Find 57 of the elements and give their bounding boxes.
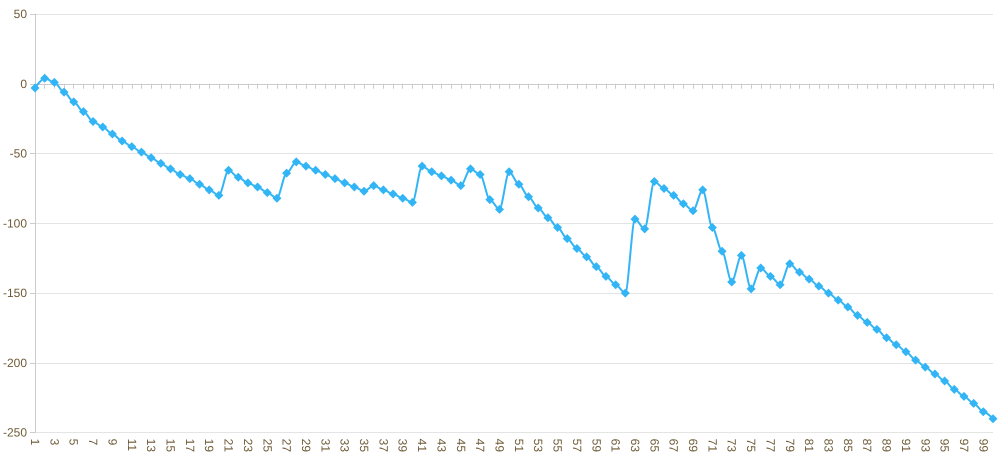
x-tick-label: 53 [531,438,546,452]
x-tick-label: 91 [898,438,913,452]
y-tick-label: 50 [14,7,28,21]
x-tick-label: 69 [686,438,700,452]
x-tick-label: 85 [840,438,855,452]
x-tick-label: 99 [976,438,990,452]
x-tick-label: 73 [724,438,739,452]
x-tick-label: 65 [647,438,662,452]
x-tick-label: 63 [628,438,642,452]
x-tick-label: 47 [473,438,488,452]
x-tick-label: 45 [454,438,468,452]
x-tick-label: 51 [512,438,526,452]
x-tick-label: 89 [880,438,894,452]
x-tick-label: 97 [956,438,971,452]
x-tick-label: 13 [144,438,158,452]
x-tick-label: 9 [105,438,120,446]
x-tick-label: 55 [550,438,565,452]
y-tick-label: -250 [2,426,28,440]
x-tick-label: 7 [86,438,100,446]
x-tick-label: 5 [66,438,81,446]
x-tick-label: 37 [376,438,390,452]
x-tick-label: 75 [744,438,758,452]
x-tick-label: 27 [280,438,294,452]
x-tick-label: 59 [589,438,604,452]
x-tick-label: 35 [357,438,372,452]
x-tick-label: 41 [415,438,430,452]
x-tick-label: 79 [782,438,797,452]
x-tick-label: 71 [705,438,720,452]
x-tick-label: 23 [240,438,255,452]
x-tick-label: 67 [666,438,681,452]
x-tick-label: 77 [763,438,778,452]
x-tick-label: 39 [396,438,410,452]
x-tick-label: 57 [570,438,584,452]
y-tick-label: -100 [2,216,28,230]
x-tick-label: 93 [918,438,932,452]
x-tick-label: 19 [202,438,216,452]
x-tick-label: 81 [802,438,816,452]
x-tick-label: 49 [492,438,506,452]
x-tick-label: 21 [222,438,236,452]
x-tick-label: 29 [298,438,313,452]
x-tick-label: 61 [608,438,623,452]
y-tick-label: -50 [10,146,28,161]
x-tick-label: 11 [124,438,139,452]
y-tick-label: -150 [2,286,28,300]
x-tick-label: 83 [822,438,836,452]
x-tick-label: 25 [260,438,274,452]
y-tick-label: 0 [20,76,28,91]
x-tick-label: 33 [338,438,352,452]
x-tick-label: 3 [47,438,62,446]
x-tick-label: 95 [938,438,952,452]
x-tick-label: 31 [318,438,332,452]
x-tick-label: 43 [434,438,448,452]
x-tick-label: 1 [28,438,42,446]
x-tick-label: 17 [182,438,197,452]
x-tick-label: 87 [860,438,874,452]
x-tick-label: 15 [163,438,178,452]
y-tick-label: -200 [2,356,28,370]
